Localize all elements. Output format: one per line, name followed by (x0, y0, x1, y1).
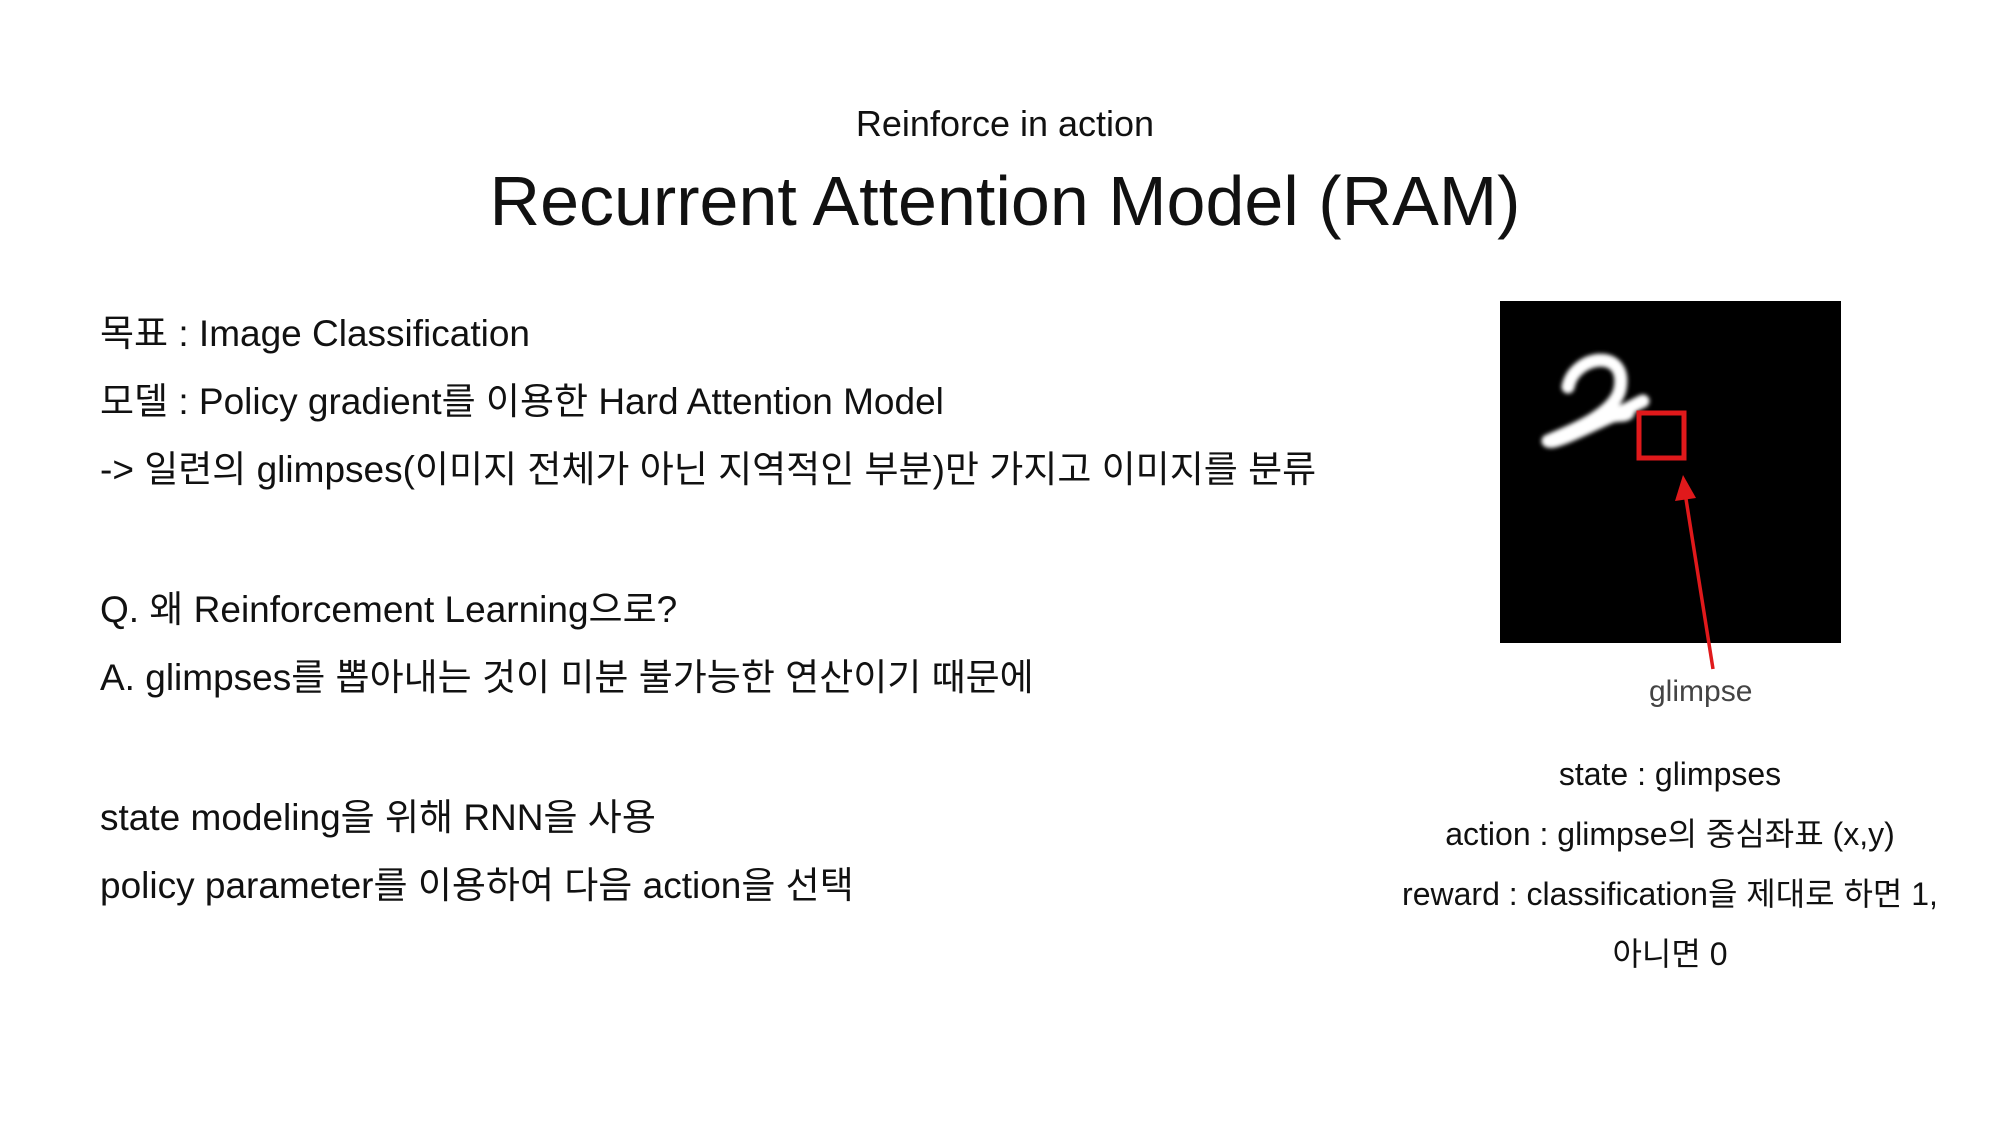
reward-line: reward : classification을 제대로 하면 1, (1402, 876, 1938, 912)
glimpse-figure (1541, 353, 1715, 670)
policy-line: policy parameter를 이용하여 다음 action을 선택 (100, 865, 854, 906)
rl-definition-block: state : glimpses action : glimpse의 중심좌표 … (1385, 744, 1955, 984)
glimpses-description-line: -> 일련의 glimpses(이미지 전체가 아닌 지역적인 부분)만 가지고… (100, 449, 1317, 490)
handwritten-digit-two (1541, 353, 1650, 448)
answer-line: A. glimpses를 뽑아내는 것이 미분 불가능한 연산이기 때문에 (100, 657, 1034, 698)
model-line: 모델 : Policy gradient를 이용한 Hard Attention… (100, 381, 944, 422)
mnist-digit-image (1500, 301, 1841, 643)
spacer (100, 504, 1400, 576)
slide-title: Recurrent Attention Model (RAM) (489, 162, 1521, 240)
reward-else-line: 아니면 0 (1612, 936, 1728, 972)
state-line: state : glimpses (1558, 756, 1782, 792)
action-line: action : glimpse의 중심좌표 (x,y) (1445, 816, 1895, 852)
glimpse-arrow-head (1675, 475, 1696, 501)
rnn-line: state modeling을 위해 RNN을 사용 (100, 797, 656, 838)
goal-line: 목표 : Image Classification (100, 313, 531, 354)
question-line: Q. 왜 Reinforcement Learning으로? (100, 589, 678, 630)
glimpse-box (1636, 410, 1687, 461)
glimpse-arrow-shaft (1684, 498, 1715, 670)
main-text-block: 목표 : Image Classification 모델 : Policy gr… (100, 300, 1400, 920)
slide-subtitle: Reinforce in action (855, 103, 1155, 144)
glimpse-caption: glimpse (1649, 675, 1753, 708)
spacer (100, 712, 1400, 784)
